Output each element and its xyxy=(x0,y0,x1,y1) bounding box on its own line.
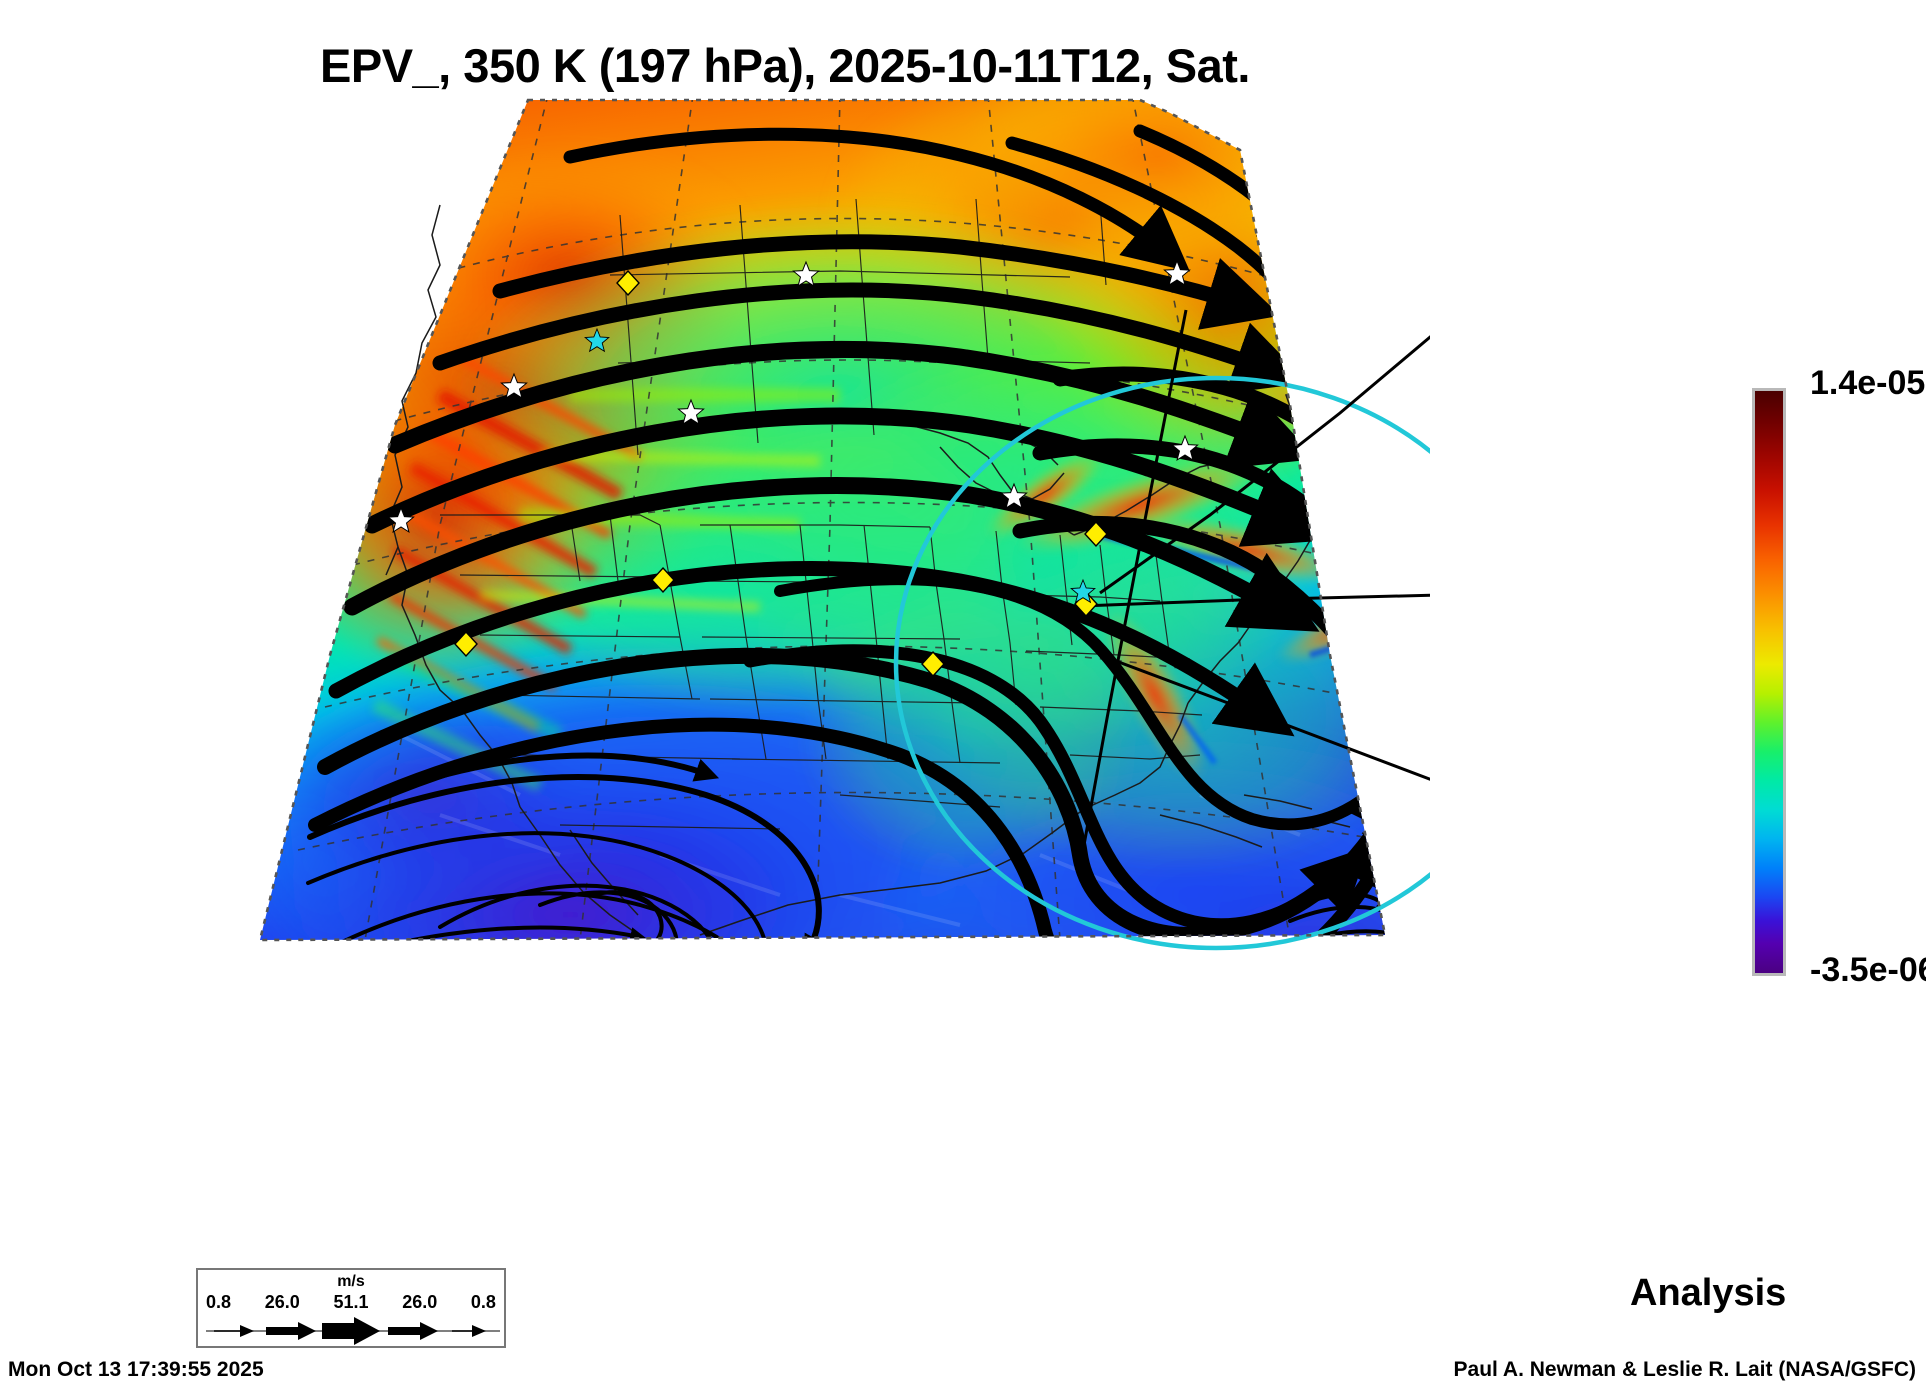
pv-shading-layer xyxy=(260,100,1385,940)
wind-legend-arrow-scale xyxy=(206,1317,500,1345)
wind-legend-value-5: 0.8 xyxy=(470,1292,496,1312)
map-svg xyxy=(258,98,1430,951)
wind-legend-value-3: 51.1 xyxy=(333,1292,369,1312)
station-markers-layer[interactable] xyxy=(387,259,1199,678)
wind-legend-value-4: 26.0 xyxy=(402,1292,438,1312)
wind-legend-values: 0.8 26.0 51.1 26.0 0.8 xyxy=(206,1292,496,1313)
wind-legend-value-2: 26.0 xyxy=(264,1292,300,1312)
white-star-marker xyxy=(387,259,1199,533)
colorbar-min-label: -3.5e-06 xyxy=(1810,951,1926,989)
cyan-domain-circle xyxy=(893,375,1430,951)
wind-legend-unit-label: m/s xyxy=(337,1273,365,1290)
wind-speed-legend: m/s 0.8 26.0 51.1 26.0 0.8 xyxy=(196,1268,506,1348)
map-plot-area[interactable] xyxy=(140,95,1430,995)
map-boundary xyxy=(258,98,1387,942)
yellow-diamond-marker xyxy=(454,269,1108,678)
analysis-label: Analysis xyxy=(1630,1272,1787,1314)
wind-legend-value-1: 0.8 xyxy=(206,1292,232,1312)
colorbar-gradient xyxy=(1752,388,1786,976)
colorbar: 1.4e-05 -3.5e-06 xyxy=(1752,364,1926,989)
render-timestamp: Mon Oct 13 17:39:55 2025 xyxy=(8,1358,264,1381)
flight-track-lines xyxy=(1054,309,1430,868)
colorbar-max-label: 1.4e-05 xyxy=(1810,364,1926,402)
author-credit: Paul A. Newman & Leslie R. Lait (NASA/GS… xyxy=(1453,1358,1916,1381)
page-title: EPV_, 350 K (197 hPa), 2025-10-11T12, Sa… xyxy=(320,39,1251,92)
cyan-star-marker xyxy=(584,327,1096,604)
